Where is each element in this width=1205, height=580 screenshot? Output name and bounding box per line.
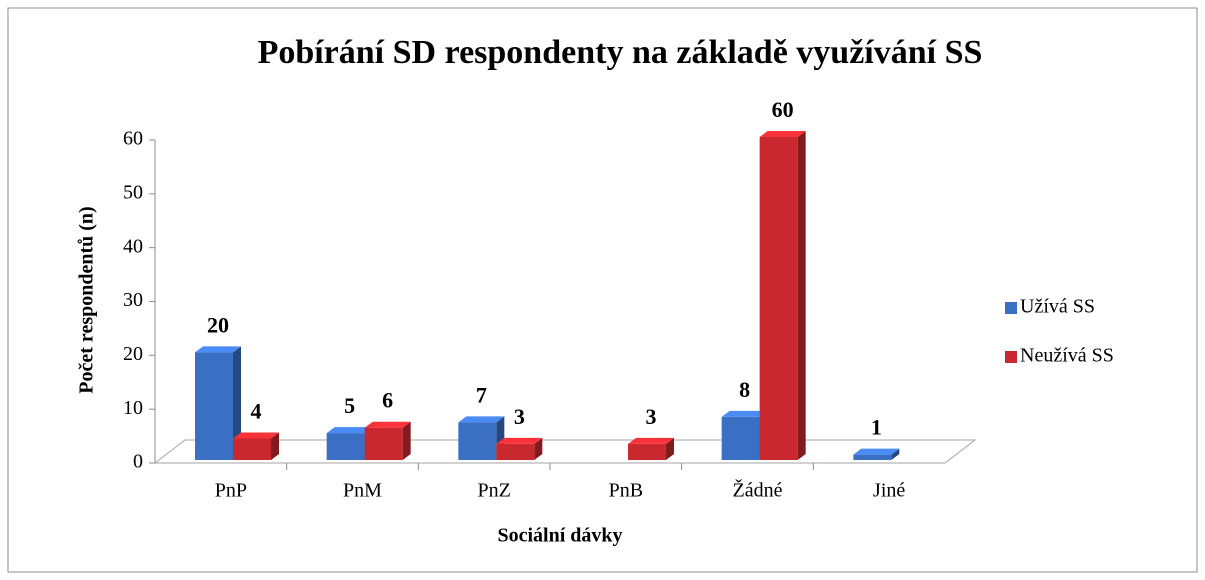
value-label: 3 [514, 404, 525, 429]
bar-face [628, 437, 674, 444]
bar-face [534, 437, 543, 460]
bar-face [496, 437, 543, 444]
bar-face [233, 432, 279, 439]
value-label: 7 [476, 382, 487, 407]
value-label: 3 [646, 404, 657, 429]
bar-face [326, 433, 365, 460]
bar [853, 448, 900, 460]
legend-label: Neužívá SS [1020, 345, 1114, 367]
bar-face [721, 416, 760, 460]
bar-face [326, 427, 373, 434]
x-tick-label: Žádné [733, 479, 783, 502]
bar [233, 432, 279, 460]
value-label: 60 [772, 97, 794, 122]
y-tick-label: 50 [123, 181, 143, 203]
y-tick-label: 40 [123, 235, 143, 257]
chart-title: Pobírání SD respondenty na základě využí… [258, 34, 983, 71]
x-tick-label: PnB [609, 480, 643, 502]
y-tick-label: 30 [123, 289, 143, 311]
value-label: 1 [871, 415, 882, 440]
value-label: 6 [382, 388, 393, 413]
bar [496, 437, 543, 460]
bar-face [364, 421, 411, 428]
bar-face [759, 137, 798, 460]
bar-face [891, 448, 900, 460]
x-axis-label: Sociální dávky [497, 525, 622, 547]
bar-face [721, 410, 768, 417]
y-tick-label: 60 [123, 128, 143, 150]
bar [759, 131, 806, 460]
bar-face [628, 443, 666, 460]
y-axis-label: Počet respondentů (n) [76, 206, 98, 393]
bar-face [797, 131, 806, 460]
bar-face [458, 422, 497, 460]
bar-face [233, 346, 241, 460]
value-label: 20 [207, 312, 229, 337]
bar [628, 437, 674, 460]
x-tick-label: PnM [343, 480, 382, 502]
chart-frame [7, 7, 1198, 573]
value-label: 8 [739, 377, 750, 402]
value-label: 5 [344, 393, 355, 418]
bar-face [233, 438, 271, 460]
legend-label: Užívá SS [1020, 296, 1095, 318]
x-tick-label: Jiné [873, 480, 905, 502]
y-tick-label: 0 [133, 451, 143, 473]
bar-face [666, 437, 674, 460]
bar-face [195, 346, 241, 353]
bar-face [759, 131, 806, 137]
bar [195, 346, 241, 460]
bar-face [458, 416, 505, 423]
bar-face [853, 448, 900, 455]
legend-swatch [1005, 302, 1017, 314]
bar-face [271, 432, 279, 460]
bar-face [402, 421, 411, 460]
y-tick-label: 10 [123, 397, 143, 419]
bar-face [853, 454, 892, 460]
x-tick-label: PnP [215, 480, 247, 502]
bar-face [496, 443, 535, 460]
value-label: 4 [251, 399, 262, 424]
bar [721, 410, 768, 460]
bar [364, 421, 411, 460]
legend-swatch [1005, 351, 1017, 363]
y-tick-label: 20 [123, 343, 143, 365]
bar-face [364, 427, 403, 460]
bar-face [195, 352, 233, 460]
x-tick-label: PnZ [477, 480, 510, 502]
